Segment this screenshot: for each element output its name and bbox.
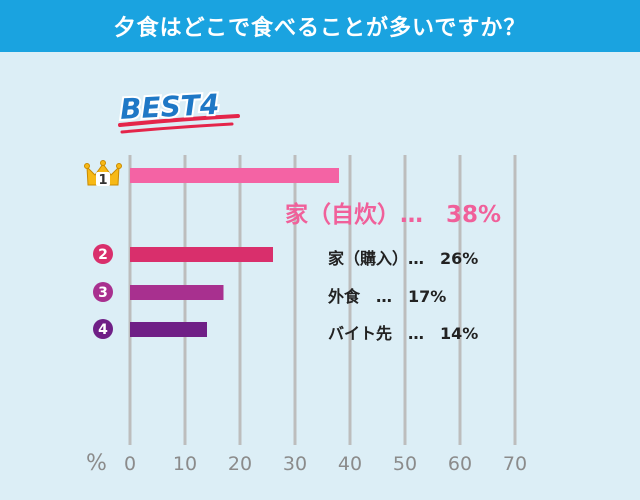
badge-underline-2 xyxy=(120,122,234,134)
bar-rank-4 xyxy=(130,322,207,337)
circled-number-icon: 3 xyxy=(93,282,113,302)
value-label-rank-4: バイト先 … 14% xyxy=(328,324,478,343)
value-label-rank-3: 外食 … 17% xyxy=(327,287,446,306)
crown-icon: 1 xyxy=(84,160,122,188)
value-label-rank-1: 家（自炊）… 38% xyxy=(285,201,501,228)
circled-number-icon: 4 xyxy=(93,319,113,339)
x-axis: 0 10 20 30 40 50 60 70 xyxy=(124,453,527,475)
tick-label-10: 10 xyxy=(173,453,197,475)
value-label-rank-2: 家（購入）… 26% xyxy=(328,249,478,268)
tick-label-20: 20 xyxy=(228,453,252,475)
tick-label-0: 0 xyxy=(124,453,136,475)
title-bar: 夕食はどこで食べることが多いですか？ xyxy=(0,0,640,52)
crown-jewel xyxy=(116,163,122,169)
crown-jewel xyxy=(84,163,90,169)
badge-underline-1 xyxy=(118,114,240,127)
best-badge: BEST4 xyxy=(117,86,240,134)
bars xyxy=(130,168,339,337)
bar-rank-3 xyxy=(130,285,224,300)
tick-label-60: 60 xyxy=(448,453,472,475)
rank-number: 4 xyxy=(98,322,108,338)
rank-icons: 1 2 3 4 xyxy=(84,160,122,339)
value-labels: 家（自炊）… 38% 家（購入）… 26% 外食 … 17% バイト先 … 14% xyxy=(285,201,501,343)
rank-circle xyxy=(93,282,113,302)
rank-number: 1 xyxy=(98,173,107,188)
rank-number: 2 xyxy=(98,247,108,263)
tick-label-30: 30 xyxy=(283,453,307,475)
x-axis-unit: % xyxy=(86,451,107,476)
badge-text: BEST4 xyxy=(119,88,220,126)
crown-jewel xyxy=(100,160,106,166)
rank-circle xyxy=(93,244,113,264)
tick-label-50: 50 xyxy=(393,453,417,475)
circled-number-icon: 2 xyxy=(93,244,113,264)
rank-number: 3 xyxy=(98,285,108,301)
tick-label-70: 70 xyxy=(503,453,527,475)
tick-label-40: 40 xyxy=(338,453,362,475)
crown-number-plate xyxy=(96,172,110,186)
chart-title: 夕食はどこで食べることが多いですか？ xyxy=(113,16,527,41)
rank-circle xyxy=(93,319,113,339)
bar-rank-2 xyxy=(130,247,273,262)
bar-rank-1 xyxy=(130,168,339,183)
